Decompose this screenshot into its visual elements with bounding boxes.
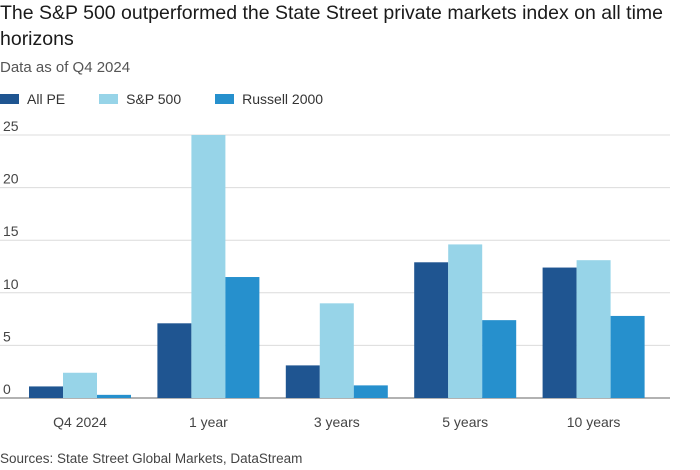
- x-tick-label: 10 years: [567, 414, 621, 430]
- y-tick-label: 0: [3, 381, 11, 397]
- y-tick-label: 20: [3, 171, 19, 187]
- bar: [285, 365, 320, 398]
- x-tick-label: 1 year: [189, 414, 228, 430]
- bar: [542, 267, 577, 398]
- legend-swatch-all-pe: [0, 94, 19, 104]
- legend-item-sp500: S&P 500: [99, 91, 181, 107]
- y-tick-label: 10: [3, 276, 19, 292]
- bar: [157, 323, 192, 398]
- bar: [225, 277, 260, 398]
- legend-swatch-russell-2000: [215, 94, 235, 104]
- chart-title: The S&P 500 outperformed the State Stree…: [0, 2, 663, 50]
- x-tick-label: 5 years: [442, 414, 488, 430]
- bar: [191, 135, 226, 398]
- y-tick-label: 15: [3, 223, 19, 239]
- bar: [448, 244, 483, 398]
- bar: [29, 386, 63, 398]
- legend-label-sp500: S&P 500: [126, 91, 182, 107]
- bar: [353, 385, 388, 398]
- bar: [576, 260, 611, 398]
- bar: [63, 372, 97, 398]
- x-tick-label: Q4 2024: [53, 414, 107, 430]
- legend-label-russell-2000: Russell 2000: [242, 91, 324, 107]
- legend-label-all-pe: All PE: [27, 91, 66, 107]
- legend-item-russell-2000: Russell 2000: [215, 91, 323, 107]
- bar: [319, 303, 354, 398]
- chart-subtitle: Data as of Q4 2024: [0, 59, 131, 76]
- legend-item-all-pe: All PE: [0, 91, 65, 107]
- bar: [482, 320, 517, 398]
- bar: [414, 262, 449, 398]
- legend-swatch-sp500: [99, 94, 119, 104]
- source-note: Sources: State Street Global Markets, Da…: [0, 451, 303, 466]
- bar: [610, 315, 645, 398]
- y-tick-label: 25: [3, 118, 19, 134]
- legend: All PE S&P 500 Russell 2000: [0, 90, 357, 108]
- bar: [97, 394, 131, 398]
- x-tick-label: 3 years: [314, 414, 360, 430]
- y-tick-label: 5: [3, 328, 11, 344]
